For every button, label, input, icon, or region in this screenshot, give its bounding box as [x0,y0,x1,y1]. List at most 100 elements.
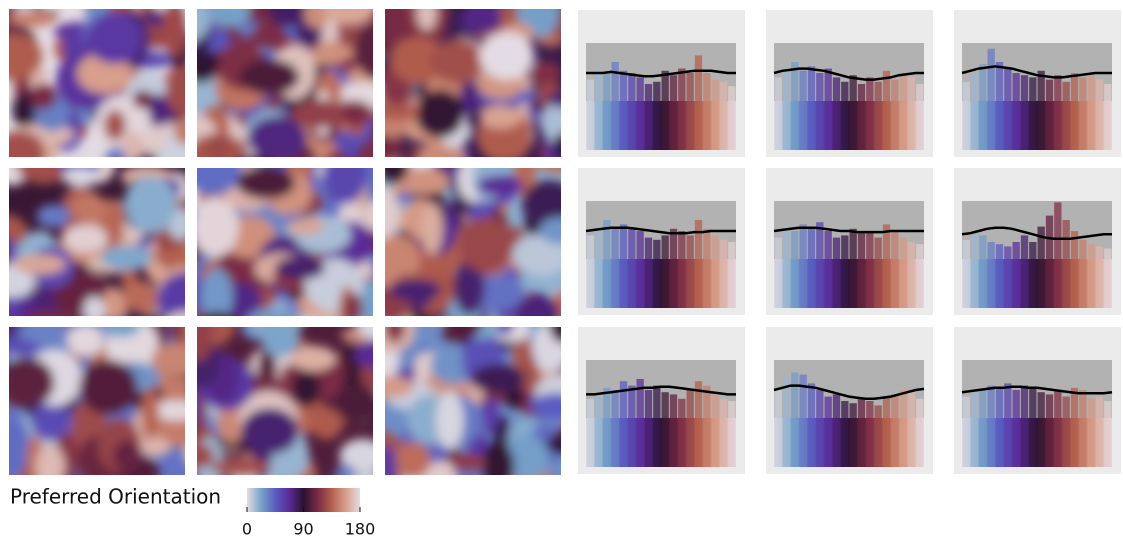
histogram-bar [850,229,857,308]
histogram-bar [720,82,727,150]
map-patch [460,7,502,34]
map-patch [334,385,380,422]
histogram-bar [703,386,710,467]
map-patch [12,10,56,27]
histogram-bar [996,244,1003,308]
histogram-bar [645,390,652,467]
map-patch [103,287,125,325]
histogram-bar [595,227,602,308]
orientation-map [175,298,407,498]
histogram-bar [875,238,882,308]
histogram-bar [971,73,978,150]
map-patch [450,454,487,472]
histogram-bar [1071,73,1078,150]
histogram-bar [1013,242,1020,308]
map-patch [83,296,105,326]
map-patch [480,105,522,129]
map-patch [237,166,295,199]
map-patch [292,100,345,128]
map-patch [67,324,104,357]
histogram-bar [712,80,719,150]
map-patch [40,0,67,10]
histogram-bar [728,242,735,308]
histogram-bar [1038,392,1045,467]
histogram-bar [996,388,1003,467]
histogram-bar [816,390,823,467]
colorbar-label: Preferred Orientation [10,485,221,509]
colorbar-tick-label: 0 [242,520,252,539]
histogram-bar [1096,246,1103,308]
map-patch [369,104,421,120]
histogram-bar [662,71,669,150]
histogram-bar [687,390,694,467]
histogram-bar [1104,401,1111,467]
orientation-map [0,295,216,502]
map-patch [539,217,582,244]
map-patch [471,364,524,393]
histogram-bar [1063,397,1070,467]
map-patch [174,118,199,144]
map-patch [394,442,431,479]
histogram-bar [841,235,848,308]
histogram-bar [595,69,602,150]
histogram-bar [670,75,677,150]
map-texture [175,298,407,498]
map-patch [37,204,71,227]
map-patch [63,168,98,187]
histogram-bar [850,403,857,467]
histogram-bar [703,73,710,150]
histogram-bar [900,73,907,150]
histogram-bar [841,82,848,150]
map-patch [530,393,583,419]
histogram-bar [695,381,702,467]
histogram-bar [891,80,898,150]
map-patch [241,408,299,454]
histogram-bar [800,224,807,308]
map-patch [186,444,214,468]
histogram-bar [587,80,594,150]
map-patch [415,90,464,138]
histogram-bar [1046,394,1053,467]
histogram-bar [628,386,635,467]
histogram-bar [908,77,915,150]
histogram-bar [979,64,986,150]
map-patch [101,316,140,337]
histogram-bar [963,82,970,150]
orientation-map [162,0,403,190]
figure: Preferred Orientation 090180 [0,0,1123,540]
colorbar-tick-label: 90 [293,520,313,539]
histogram-bar [775,390,782,467]
map-patch [122,132,143,162]
map-patch [101,245,153,270]
map-patch [290,346,336,371]
histogram-bar [783,377,790,467]
histogram-bar [775,238,782,308]
histogram-bar [979,235,986,308]
histogram-bar [841,401,848,467]
map-patch [87,12,143,64]
histogram-bar [612,390,619,467]
histogram-bar [971,231,978,308]
histogram-bar [637,77,644,150]
histogram-bar [662,392,669,467]
histogram-bar [908,242,915,308]
map-patch [305,4,329,28]
histogram-bar [637,379,644,467]
histogram-bar [587,399,594,467]
map-patch [113,440,142,471]
orientation-map [0,133,218,345]
map-patch [184,309,212,362]
histogram-bar [1079,240,1086,308]
histogram-bar [612,62,619,150]
histogram-bar [678,399,685,467]
histogram-bar [720,399,727,467]
histogram-bar [808,227,815,308]
histogram-bar [595,394,602,467]
histogram-bar [670,229,677,308]
histogram-bar [1054,202,1061,308]
histogram-bar [858,399,865,467]
histogram-bar [988,386,995,467]
map-patch [248,117,307,162]
map-patch [530,61,561,86]
histogram-bar [916,244,923,308]
